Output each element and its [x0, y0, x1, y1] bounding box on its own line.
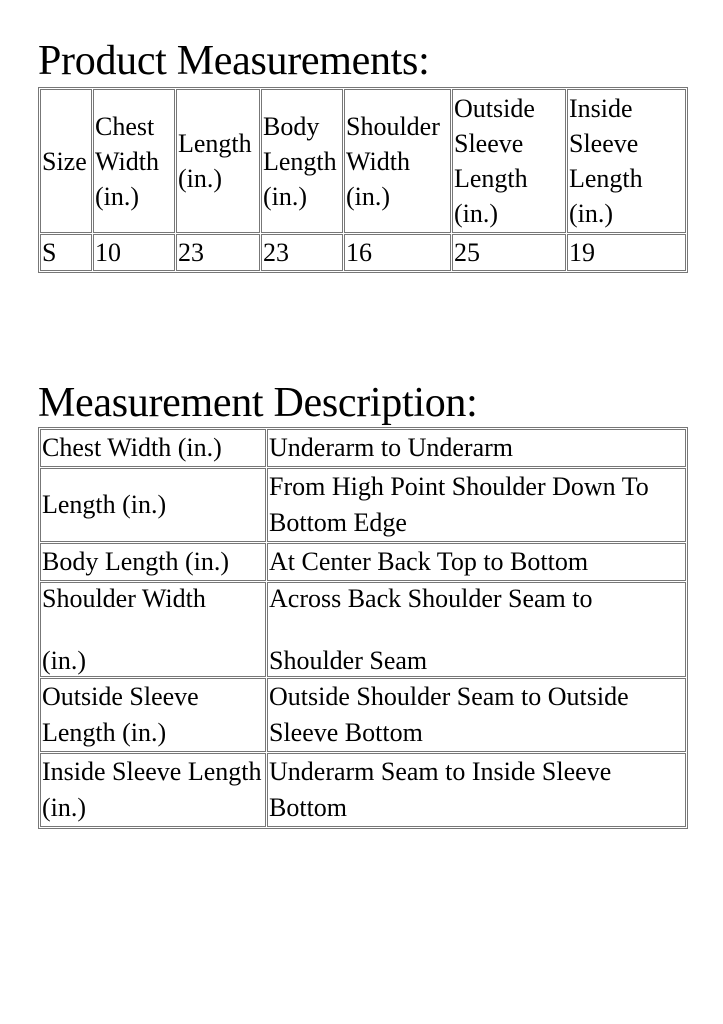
measurement-name: Shoulder Width (in.) [40, 582, 266, 677]
cell-body-length: 23 [261, 234, 343, 271]
table-row: Outside Sleeve Length (in.) Outside Shoul… [40, 678, 686, 752]
measurement-description: At Center Back Top to Bottom [267, 543, 686, 581]
measurement-description: Underarm Seam to Inside Sleeve Bottom [267, 753, 686, 827]
measurement-description: Outside Shoulder Seam to Outside Sleeve … [267, 678, 686, 752]
cell-length: 23 [176, 234, 260, 271]
header-shoulder-width: Shoulder Width (in.) [344, 89, 451, 233]
measurement-name: Body Length (in.) [40, 543, 266, 581]
cell-outside-sleeve-length: 25 [452, 234, 566, 271]
cell-shoulder-width: 16 [344, 234, 451, 271]
measurement-description-table: Chest Width (in.) Underarm to Underarm Le… [38, 427, 688, 829]
header-outside-sleeve-length: Outside Sleeve Length (in.) [452, 89, 566, 233]
header-body-length: Body Length (in.) [261, 89, 343, 233]
cell-chest-width: 10 [93, 234, 175, 271]
header-size: Size [40, 89, 92, 233]
table-row: Body Length (in.) At Center Back Top to B… [40, 543, 686, 581]
cell-inside-sleeve-length: 19 [567, 234, 686, 271]
header-chest-width: Chest Width (in.) [93, 89, 175, 233]
table-row: Chest Width (in.) Underarm to Underarm [40, 429, 686, 467]
table-header-row: Size Chest Width (in.) Length (in.) Body… [40, 89, 686, 233]
table-row: Inside Sleeve Length (in.) Underarm Seam … [40, 753, 686, 827]
header-length: Length (in.) [176, 89, 260, 233]
measurement-name: Inside Sleeve Length (in.) [40, 753, 266, 827]
cell-size: S [40, 234, 92, 271]
measurement-description: Underarm to Underarm [267, 429, 686, 467]
measurement-name: Chest Width (in.) [40, 429, 266, 467]
header-inside-sleeve-length: Inside Sleeve Length (in.) [567, 89, 686, 233]
table-row: S 10 23 23 16 25 19 [40, 234, 686, 271]
product-measurements-title: Product Measurements: [38, 38, 430, 84]
measurement-description: From High Point Shoulder Down To Bottom … [267, 468, 686, 542]
measurement-description: Across Back Shoulder Seam to Shoulder Se… [267, 582, 686, 677]
product-measurements-table: Size Chest Width (in.) Length (in.) Body… [38, 87, 688, 273]
measurement-name: Length (in.) [40, 468, 266, 542]
table-row: Length (in.) From High Point Shoulder Dow… [40, 468, 686, 542]
measurement-description-title: Measurement Description: [38, 380, 478, 426]
table-row: Shoulder Width (in.) Across Back Shoulder… [40, 582, 686, 677]
measurement-name: Outside Sleeve Length (in.) [40, 678, 266, 752]
